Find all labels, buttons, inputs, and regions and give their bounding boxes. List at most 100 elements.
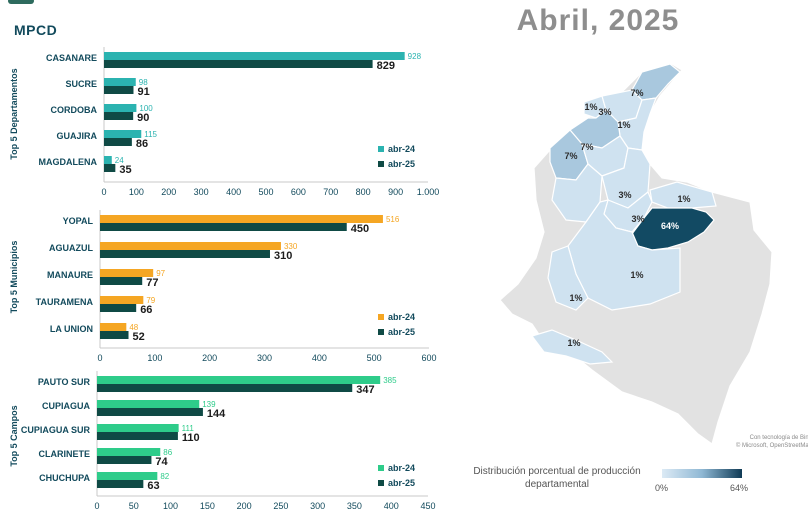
dept-category-label: GUAJIRA bbox=[56, 131, 97, 141]
campo-x-tick-label: 250 bbox=[273, 501, 288, 511]
campo-bar-abr25-label: 110 bbox=[182, 432, 200, 444]
muni-legend-label-abr24: abr-24 bbox=[388, 312, 415, 322]
month-title: Abril, 2025 bbox=[516, 4, 680, 37]
map-region-label: 7% bbox=[580, 142, 593, 152]
campo-bar-abr25-label: 144 bbox=[207, 408, 226, 420]
dept-bar-abr24-label: 100 bbox=[139, 104, 153, 113]
dept-bar-abr24-label: 928 bbox=[408, 52, 422, 61]
campo-bar-abr24 bbox=[97, 400, 200, 408]
dept-x-tick-label: 700 bbox=[323, 187, 338, 197]
campo-x-tick-label: 400 bbox=[384, 501, 399, 511]
dept-legend-swatch-abr24 bbox=[378, 146, 384, 152]
campo-bar-abr24 bbox=[97, 472, 158, 480]
campo-category-label: CLARINETE bbox=[39, 449, 91, 459]
dept-bar-abr25-label: 829 bbox=[377, 60, 395, 72]
campo-bar-abr24 bbox=[97, 448, 161, 456]
map-region-label: 1% bbox=[567, 338, 580, 348]
campo-bar-abr24-label: 385 bbox=[383, 376, 397, 385]
section-title: MPCD bbox=[14, 22, 58, 38]
dept-x-tick-label: 400 bbox=[226, 187, 241, 197]
muni-bar-abr25-label: 450 bbox=[351, 223, 369, 235]
map-regions bbox=[499, 63, 773, 445]
campo-category-label: PAUTO SUR bbox=[38, 377, 91, 387]
muni-x-tick-label: 500 bbox=[367, 353, 382, 363]
map-region-label: 3% bbox=[618, 190, 631, 200]
muni-x-tick-label: 100 bbox=[147, 353, 162, 363]
muni-bar-abr24-label: 97 bbox=[156, 269, 165, 278]
muni-x-tick-label: 200 bbox=[202, 353, 217, 363]
campo-bar-abr25 bbox=[97, 432, 178, 440]
campo-category-label: CHUCHUPA bbox=[39, 473, 90, 483]
muni-bar-abr24-label: 330 bbox=[284, 242, 298, 251]
muni-bar-abr25 bbox=[100, 277, 143, 285]
dept-bar-abr24 bbox=[104, 104, 137, 112]
bar-charts: 0 100 200 300 400 500 600 700 800 900 1.000CASANAR… bbox=[21, 47, 440, 511]
campo-legend-label-abr24: abr-24 bbox=[388, 463, 415, 473]
dept-bar-abr25 bbox=[104, 138, 132, 146]
campo-x-tick-label: 150 bbox=[200, 501, 215, 511]
muni-bar-abr24-label: 516 bbox=[386, 215, 400, 224]
muni-category-label: YOPAL bbox=[63, 216, 94, 226]
muni-bar-abr24 bbox=[100, 269, 154, 277]
map-legend-title: Distribución porcentual de producción de… bbox=[473, 466, 641, 490]
muni-category-label: MANAURE bbox=[47, 270, 93, 280]
campo-x-tick-label: 300 bbox=[310, 501, 325, 511]
dept-x-tick-label: 100 bbox=[129, 187, 144, 197]
muni-bar-abr25 bbox=[100, 223, 347, 231]
dept-legend-label-abr25: abr-25 bbox=[388, 159, 415, 169]
muni-bar-abr24 bbox=[100, 323, 127, 331]
region-huila[interactable] bbox=[547, 245, 589, 311]
muni-bar-abr24-label: 48 bbox=[129, 323, 138, 332]
campo-x-tick-label: 0 bbox=[94, 501, 99, 511]
campo-x-tick-label: 200 bbox=[237, 501, 252, 511]
muni-bar-abr25 bbox=[100, 250, 270, 258]
map-region-label: 7% bbox=[630, 88, 643, 98]
muni-bar-abr24-label: 79 bbox=[146, 296, 155, 305]
map-credit-line-1: Con tecnología de Bing bbox=[749, 435, 808, 441]
dept-legend-label-abr24: abr-24 bbox=[388, 144, 415, 154]
muni-category-label: AGUAZUL bbox=[49, 243, 93, 253]
muni-x-tick-label: 0 bbox=[97, 353, 102, 363]
dept-category-label: SUCRE bbox=[65, 79, 97, 89]
region-arauca[interactable] bbox=[649, 181, 717, 209]
dept-x-tick-label: 200 bbox=[161, 187, 176, 197]
dept-x-tick-label: 600 bbox=[291, 187, 306, 197]
muni-bar-abr24 bbox=[100, 242, 281, 250]
campo-bar-abr25-label: 63 bbox=[147, 480, 159, 492]
campo-x-tick-label: 350 bbox=[347, 501, 362, 511]
colombia-map: 7%1% 3%1%7%7%3% 1%3%64%1%1%1% bbox=[499, 63, 773, 445]
dept-bar-abr25 bbox=[104, 86, 134, 94]
muni-bar-abr25 bbox=[100, 304, 137, 312]
dept-bar-abr25 bbox=[104, 60, 373, 68]
dept-x-tick-label: 300 bbox=[194, 187, 209, 197]
muni-bar-abr25-label: 66 bbox=[140, 304, 152, 316]
dept-bar-abr25 bbox=[104, 112, 134, 120]
dept-bar-abr25-label: 90 bbox=[137, 112, 149, 124]
map-legend-max: 64% bbox=[730, 483, 749, 493]
map-labels: 7%1% 3%1%7%7%3% 1%3%64%1%1%1% bbox=[564, 88, 690, 348]
campo-bar-abr25-label: 347 bbox=[356, 384, 374, 396]
dept-x-tick-label: 800 bbox=[356, 187, 371, 197]
muni-bar-abr25 bbox=[100, 331, 129, 339]
map-credit: Con tecnología de Bing © Microsoft, Open… bbox=[722, 434, 808, 450]
muni-x-tick-label: 600 bbox=[421, 353, 436, 363]
map-region-label: 1% bbox=[630, 270, 643, 280]
dept-bar-abr24 bbox=[104, 78, 136, 86]
dept-bar-abr25 bbox=[104, 164, 116, 172]
muni-bar-abr25-label: 52 bbox=[133, 331, 145, 343]
muni-legend-swatch-abr24 bbox=[378, 314, 384, 320]
dept-x-tick-label: 900 bbox=[388, 187, 403, 197]
muni-category-label: TAURAMENA bbox=[36, 297, 94, 307]
logo-mark bbox=[8, 0, 34, 4]
dept-bar-abr25-label: 35 bbox=[119, 164, 131, 176]
campo-bar-abr25 bbox=[97, 384, 353, 392]
dept-category-label: MAGDALENA bbox=[39, 157, 98, 167]
campo-x-tick-label: 100 bbox=[163, 501, 178, 511]
dept-x-tick-label: 1.000 bbox=[417, 187, 440, 197]
dept-x-tick-label: 500 bbox=[258, 187, 273, 197]
muni-bar-abr24 bbox=[100, 215, 383, 223]
campo-category-label: CUPIAGUA SUR bbox=[21, 425, 91, 435]
campo-bar-abr24-label: 139 bbox=[202, 400, 216, 409]
region-putumayo[interactable] bbox=[531, 329, 614, 365]
